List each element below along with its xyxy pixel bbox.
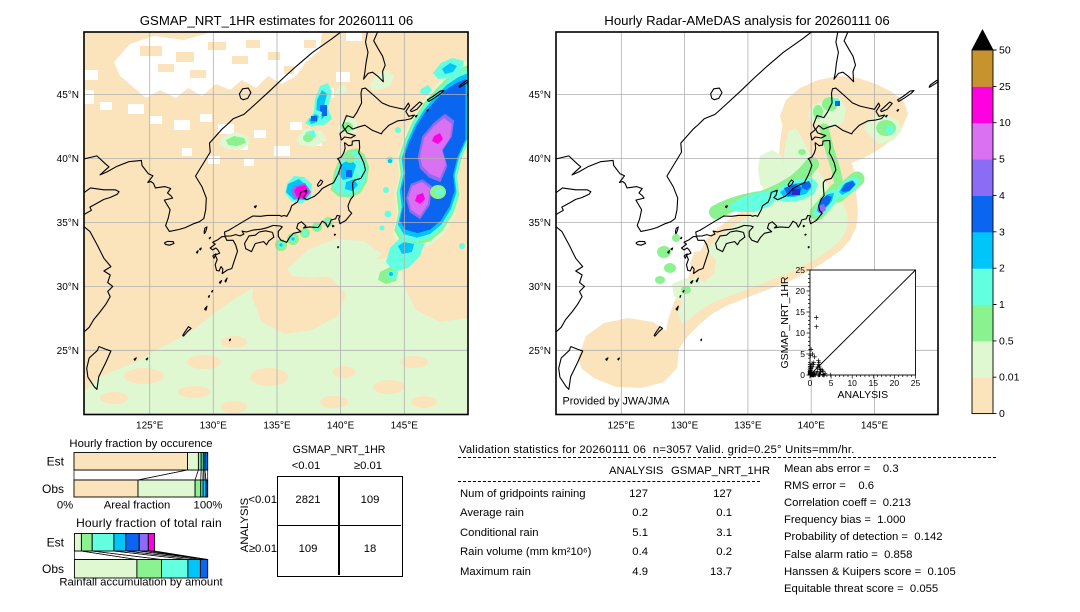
svg-text:35°N: 35°N (57, 218, 79, 229)
svg-text:10: 10 (796, 328, 806, 338)
svg-text:25: 25 (999, 81, 1011, 93)
svg-text:ANALYSIS: ANALYSIS (838, 389, 889, 401)
svg-text:0: 0 (999, 408, 1005, 420)
svg-text:45°N: 45°N (529, 90, 551, 101)
svg-text:10: 10 (847, 378, 857, 388)
svg-text:Rainfall accumulation by amoun: Rainfall accumulation by amount (59, 577, 223, 589)
svg-text:35°N: 35°N (529, 218, 551, 229)
svg-text:0: 0 (800, 370, 805, 380)
svg-text:Est: Est (47, 536, 65, 550)
svg-text:5: 5 (829, 378, 834, 388)
svg-text:2: 2 (999, 263, 1005, 275)
svg-text:5: 5 (999, 154, 1005, 166)
svg-text:0%: 0% (57, 500, 73, 512)
svg-text:40°N: 40°N (57, 154, 79, 165)
svg-text:20: 20 (796, 286, 806, 296)
svg-text:50: 50 (999, 45, 1011, 57)
svg-text:5: 5 (800, 349, 805, 359)
svg-text:0.5: 0.5 (999, 335, 1014, 347)
svg-text:25°N: 25°N (529, 346, 551, 357)
svg-text:30°N: 30°N (57, 282, 79, 293)
svg-text:4: 4 (999, 190, 1005, 202)
svg-text:20: 20 (890, 378, 900, 388)
svg-text:140°E: 140°E (327, 421, 355, 432)
svg-text:30°N: 30°N (529, 282, 551, 293)
svg-text:45°N: 45°N (57, 90, 79, 101)
svg-text:25°N: 25°N (57, 346, 79, 357)
svg-text:135°E: 135°E (263, 421, 291, 432)
svg-text:145°E: 145°E (391, 421, 419, 432)
svg-text:0: 0 (808, 378, 813, 388)
svg-text:3: 3 (999, 226, 1005, 238)
svg-text:15: 15 (869, 378, 879, 388)
svg-text:40°N: 40°N (529, 154, 551, 165)
svg-text:25: 25 (911, 378, 921, 388)
svg-text:125°E: 125°E (136, 421, 164, 432)
svg-text:25: 25 (796, 265, 806, 275)
svg-text:Obs: Obs (42, 562, 64, 576)
svg-text:135°E: 135°E (734, 421, 762, 432)
svg-text:Hourly fraction by occurence: Hourly fraction by occurence (69, 438, 212, 450)
svg-text:Areal fraction: Areal fraction (104, 500, 171, 512)
svg-text:140°E: 140°E (798, 421, 826, 432)
svg-text:130°E: 130°E (200, 421, 228, 432)
svg-text:0.01: 0.01 (999, 372, 1020, 384)
svg-text:15: 15 (796, 307, 806, 317)
svg-text:Hourly fraction of total rain: Hourly fraction of total rain (76, 516, 222, 530)
svg-text:Est: Est (47, 455, 65, 469)
svg-text:100%: 100% (194, 500, 223, 512)
svg-text:145°E: 145°E (861, 421, 889, 432)
svg-text:Obs: Obs (42, 482, 64, 496)
svg-text:10: 10 (999, 117, 1011, 129)
svg-text:Provided by JWA/JMA: Provided by JWA/JMA (563, 396, 671, 408)
svg-text:GSMAP_NRT_1HR: GSMAP_NRT_1HR (779, 276, 791, 368)
svg-text:1: 1 (999, 299, 1005, 311)
svg-text:125°E: 125°E (608, 421, 636, 432)
svg-text:130°E: 130°E (671, 421, 699, 432)
